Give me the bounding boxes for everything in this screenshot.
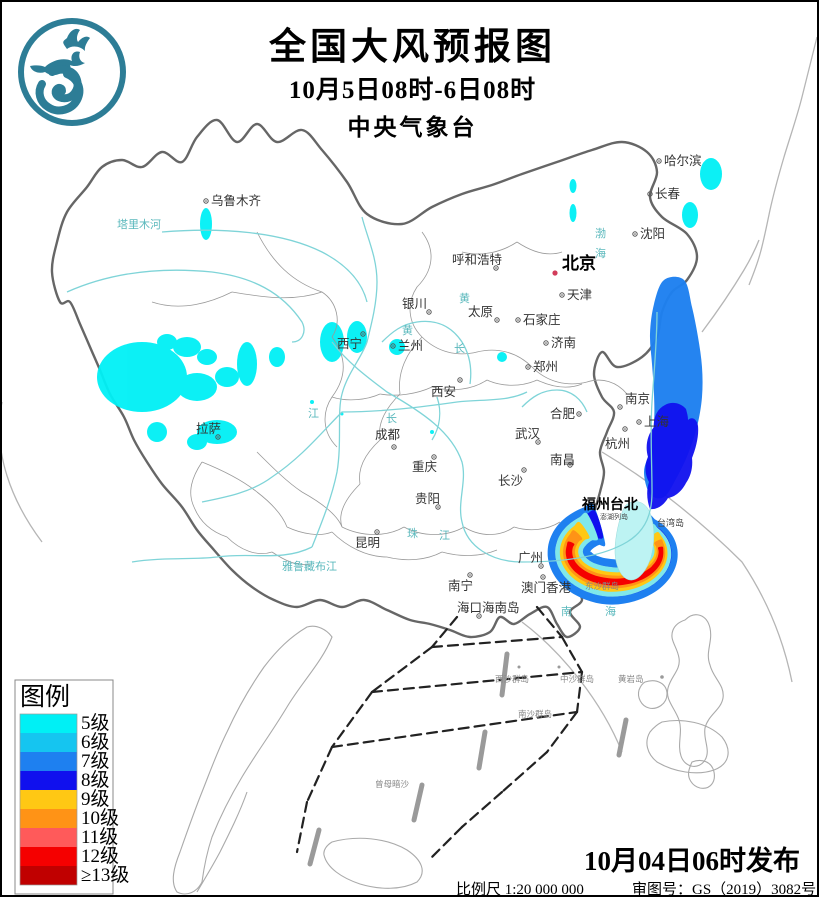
svg-text:澳门香港: 澳门香港 bbox=[521, 580, 572, 595]
svg-text:哈尔滨: 哈尔滨 bbox=[664, 153, 702, 168]
svg-text:乌鲁木齐: 乌鲁木齐 bbox=[211, 193, 262, 208]
svg-text:≥13级: ≥13级 bbox=[81, 864, 129, 886]
svg-text:12级: 12级 bbox=[81, 845, 119, 867]
svg-text:10级: 10级 bbox=[81, 807, 119, 829]
svg-text:北京: 北京 bbox=[562, 253, 596, 273]
svg-text:海口海南岛: 海口海南岛 bbox=[457, 600, 520, 615]
svg-text:广州: 广州 bbox=[518, 551, 543, 565]
svg-text:审图号：GS（2019）3082号: 审图号：GS（2019）3082号 bbox=[632, 881, 816, 897]
svg-text:黄岩岛: 黄岩岛 bbox=[618, 674, 644, 684]
svg-text:成都: 成都 bbox=[375, 428, 401, 442]
svg-text:11级: 11级 bbox=[81, 826, 118, 848]
svg-text:南沙群岛: 南沙群岛 bbox=[518, 709, 552, 719]
svg-text:海: 海 bbox=[605, 604, 616, 618]
svg-text:长沙: 长沙 bbox=[498, 474, 524, 488]
svg-text:东沙群岛: 东沙群岛 bbox=[585, 581, 619, 591]
svg-text:合肥: 合肥 bbox=[550, 406, 576, 421]
svg-text:6级: 6级 bbox=[81, 731, 110, 753]
svg-text:长: 长 bbox=[454, 342, 465, 355]
svg-text:南: 南 bbox=[561, 605, 572, 618]
svg-text:江: 江 bbox=[308, 407, 319, 420]
svg-text:南宁: 南宁 bbox=[448, 578, 473, 593]
svg-text:拉萨: 拉萨 bbox=[196, 421, 221, 436]
svg-text:8级: 8级 bbox=[81, 769, 110, 791]
svg-text:福州台北: 福州台北 bbox=[581, 496, 638, 512]
svg-text:重庆: 重庆 bbox=[412, 459, 438, 474]
svg-text:9级: 9级 bbox=[81, 788, 110, 810]
svg-text:上海: 上海 bbox=[644, 414, 670, 429]
svg-text:南昌: 南昌 bbox=[550, 452, 575, 467]
svg-text:黄: 黄 bbox=[459, 291, 470, 305]
svg-text:贵阳: 贵阳 bbox=[415, 492, 440, 506]
svg-text:太原: 太原 bbox=[468, 304, 493, 319]
svg-text:杭州: 杭州 bbox=[605, 436, 630, 451]
svg-text:济南: 济南 bbox=[551, 335, 576, 350]
svg-text:7级: 7级 bbox=[81, 750, 110, 772]
svg-text:郑州: 郑州 bbox=[533, 359, 558, 374]
svg-text:中沙群岛: 中沙群岛 bbox=[560, 674, 594, 684]
svg-text:台湾岛: 台湾岛 bbox=[657, 517, 684, 528]
svg-text:海: 海 bbox=[595, 246, 606, 260]
svg-text:雅鲁藏布江: 雅鲁藏布江 bbox=[282, 559, 337, 573]
svg-text:曾母暗沙: 曾母暗沙 bbox=[375, 779, 410, 789]
svg-text:图例: 图例 bbox=[20, 683, 70, 711]
svg-text:长: 长 bbox=[386, 412, 397, 425]
svg-text:天津: 天津 bbox=[567, 288, 592, 302]
svg-text:西宁: 西宁 bbox=[337, 336, 362, 351]
svg-text:塔里木河: 塔里木河 bbox=[117, 218, 161, 231]
svg-text:石家庄: 石家庄 bbox=[523, 312, 561, 327]
svg-text:西沙群岛: 西沙群岛 bbox=[495, 674, 529, 684]
svg-text:珠: 珠 bbox=[407, 526, 418, 540]
svg-text:南京: 南京 bbox=[625, 391, 650, 406]
svg-text:昆明: 昆明 bbox=[355, 536, 380, 550]
svg-text:10月04日06时发布: 10月04日06时发布 bbox=[584, 845, 800, 876]
svg-text:5级: 5级 bbox=[81, 712, 110, 734]
svg-text:西安: 西安 bbox=[431, 384, 456, 399]
svg-text:兰州: 兰州 bbox=[398, 339, 423, 353]
svg-text:沈阳: 沈阳 bbox=[640, 226, 665, 241]
svg-text:呼和浩特: 呼和浩特 bbox=[452, 252, 502, 267]
svg-text:渤: 渤 bbox=[595, 227, 606, 240]
svg-text:武汉: 武汉 bbox=[515, 427, 541, 441]
svg-text:澎湖列岛: 澎湖列岛 bbox=[600, 512, 628, 521]
svg-text:长春: 长春 bbox=[655, 187, 681, 201]
svg-text:比例尺 1:20 000 000: 比例尺 1:20 000 000 bbox=[456, 881, 584, 897]
svg-text:黄: 黄 bbox=[402, 323, 413, 337]
svg-text:江: 江 bbox=[439, 529, 450, 542]
svg-text:银川: 银川 bbox=[402, 297, 427, 311]
